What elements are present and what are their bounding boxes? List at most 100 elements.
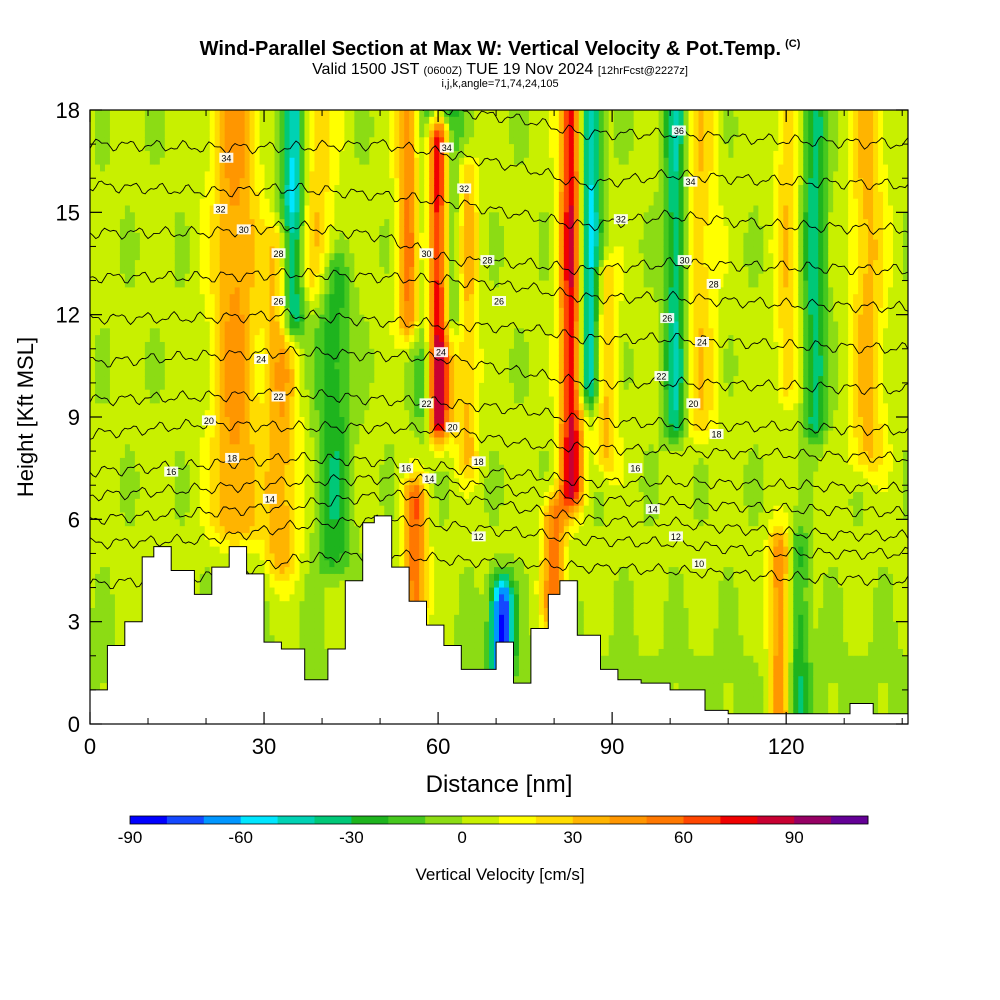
field-cell xyxy=(339,205,345,213)
field-cell xyxy=(349,546,355,555)
field-cell xyxy=(90,301,96,309)
field-cell xyxy=(284,219,291,227)
field-cell xyxy=(199,348,206,357)
field-cell xyxy=(214,396,221,404)
field-cell xyxy=(319,655,326,664)
field-cell xyxy=(259,212,266,220)
field-cell xyxy=(329,512,335,520)
field-cell xyxy=(244,335,251,343)
field-cell xyxy=(359,157,365,166)
field-cell xyxy=(329,164,335,172)
field-cell xyxy=(214,191,221,200)
field-cell xyxy=(244,512,251,520)
field-cell xyxy=(154,444,161,452)
field-cell xyxy=(184,260,191,268)
field-cell xyxy=(349,369,355,377)
field-cell xyxy=(134,307,141,316)
field-cell xyxy=(334,232,340,241)
field-cell xyxy=(309,587,316,595)
field-cell xyxy=(259,376,266,384)
field-cell xyxy=(189,116,196,125)
field-cell xyxy=(204,137,211,145)
field-cell xyxy=(194,498,201,507)
field-cell xyxy=(274,553,281,561)
field-cell xyxy=(349,157,355,166)
field-cell xyxy=(90,205,96,213)
field-cell xyxy=(109,532,116,541)
field-cell xyxy=(304,150,311,159)
field-cell xyxy=(149,321,156,329)
field-cell xyxy=(264,369,271,377)
field-cell xyxy=(254,382,261,391)
field-cell xyxy=(134,130,141,138)
field-cell xyxy=(349,110,355,118)
field-cell xyxy=(349,403,355,411)
field-cell xyxy=(289,212,296,220)
field-cell xyxy=(164,260,171,268)
field-cell xyxy=(149,410,156,418)
field-cell xyxy=(299,546,306,555)
field-cell xyxy=(354,444,360,452)
field-cell xyxy=(359,573,365,582)
field-cell xyxy=(244,116,251,125)
field-cell xyxy=(174,444,181,452)
field-cell xyxy=(164,478,171,486)
field-cell xyxy=(204,219,211,227)
field-cell xyxy=(169,423,176,432)
field-cell xyxy=(364,253,370,261)
field-cell xyxy=(354,144,360,152)
field-cell xyxy=(274,287,281,295)
field-cell xyxy=(119,444,126,452)
field-cell xyxy=(314,110,321,118)
field-cell xyxy=(299,355,306,364)
field-cell xyxy=(229,335,236,343)
field-cell xyxy=(204,451,211,459)
field-cell xyxy=(209,498,216,507)
field-cell xyxy=(264,110,271,118)
field-cell xyxy=(184,266,191,275)
field-cell xyxy=(139,444,146,452)
field-cell xyxy=(254,389,261,398)
field-cell xyxy=(229,505,236,514)
field-cell xyxy=(199,451,206,459)
field-cell xyxy=(349,512,355,520)
field-cell xyxy=(284,205,291,213)
field-cell xyxy=(129,389,136,398)
field-cell xyxy=(114,444,121,452)
field-cell xyxy=(144,471,151,479)
field-cell xyxy=(219,478,226,486)
field-cell xyxy=(179,198,186,207)
field-cell xyxy=(124,314,131,323)
field-cell xyxy=(259,185,266,193)
field-cell xyxy=(224,553,231,561)
field-cell xyxy=(134,573,141,582)
field-cell xyxy=(254,266,261,275)
field-cell xyxy=(359,403,365,411)
field-cell xyxy=(194,389,201,398)
field-cell xyxy=(204,539,211,548)
field-cell xyxy=(194,437,201,445)
field-cell xyxy=(244,567,251,575)
field-cell xyxy=(314,382,321,391)
field-cell xyxy=(154,471,161,479)
field-cell xyxy=(90,328,96,336)
field-cell xyxy=(349,212,355,220)
field-cell xyxy=(264,348,271,357)
field-cell xyxy=(174,301,181,309)
field-cell xyxy=(334,212,340,220)
field-cell xyxy=(129,532,136,541)
field-cell xyxy=(209,341,216,350)
field-cell xyxy=(299,498,306,507)
field-cell xyxy=(239,260,246,268)
field-cell xyxy=(344,410,350,418)
field-cell xyxy=(124,580,131,589)
field-cell xyxy=(259,171,266,179)
field-cell xyxy=(239,171,246,179)
field-cell xyxy=(329,116,335,125)
field-cell xyxy=(284,335,291,343)
field-cell xyxy=(279,457,286,466)
field-cell xyxy=(289,116,296,125)
field-cell xyxy=(214,164,221,172)
field-cell xyxy=(364,110,370,118)
field-cell xyxy=(99,464,106,473)
